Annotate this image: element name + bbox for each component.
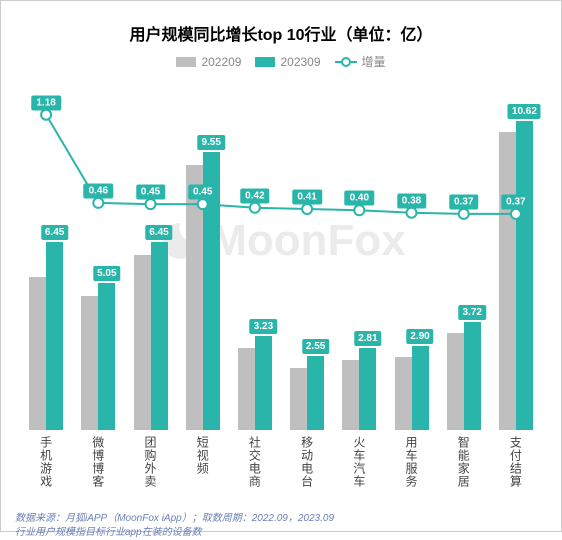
bar-value-label: 6.45 (41, 225, 68, 240)
line-value-label: 1.18 (31, 95, 60, 110)
bar-group: 3.23 (229, 336, 281, 430)
bar-value-label: 6.45 (145, 225, 172, 240)
category-axis: 手机游戏 微博博客 团购外卖 短视频 社交电商 移动电台 火车汽车 用车服务 智能家居 支付结算 (15, 430, 547, 506)
legend-label-a: 202209 (201, 55, 241, 69)
legend-swatch-a (176, 57, 196, 67)
bar-b: 3.23 (255, 336, 272, 430)
legend: 202209 202309 增量 (15, 53, 547, 70)
bar-a (395, 357, 412, 430)
bar-group: 5.05 (72, 283, 124, 430)
bar-b: 2.90 (412, 346, 429, 430)
bar-a (342, 360, 359, 430)
bar-b: 6.45 (151, 242, 168, 430)
line-value-label: 0.41 (292, 190, 321, 205)
bar-value-label: 2.55 (302, 339, 329, 354)
category-label: 移动电台 (299, 436, 316, 506)
bar-a (447, 333, 464, 430)
bar-value-label: 5.05 (93, 266, 120, 281)
category-label: 团购外卖 (142, 436, 159, 506)
bar-b: 5.05 (98, 283, 115, 430)
line-value-label: 0.42 (240, 188, 269, 203)
category-label: 智能家居 (455, 436, 472, 506)
line-value-label: 0.45 (188, 185, 217, 200)
legend-line-icon (335, 61, 357, 63)
category-label: 社交电商 (246, 436, 263, 506)
bar-a (290, 368, 307, 430)
bar-value-label: 2.81 (354, 331, 381, 346)
bar-b: 10.62 (516, 121, 533, 430)
bar-value-label: 9.55 (197, 135, 224, 150)
legend-label-b: 202309 (280, 55, 320, 69)
line-value-label: 0.38 (397, 193, 426, 208)
bar-group: 2.55 (281, 356, 333, 430)
bar-group: 6.45 (124, 242, 176, 430)
bar-a (186, 165, 203, 430)
legend-item-line: 增量 (335, 53, 386, 70)
bar-a (29, 277, 46, 430)
chart-container: 用户规模同比增长top 10行业（单位：亿） 202209 202309 增量 … (0, 0, 562, 532)
bars-area: 6.45 5.05 6.45 9.55 3.23 2.55 2.81 2.90 3.72 10.6… (15, 80, 547, 430)
bar-group: 2.90 (385, 346, 437, 430)
line-value-label: 0.46 (84, 183, 113, 198)
bar-b: 2.81 (359, 348, 376, 430)
line-value-label: 0.45 (136, 185, 165, 200)
bar-a (81, 296, 98, 430)
line-value-label: 0.37 (449, 194, 478, 209)
legend-label-line: 增量 (362, 53, 386, 70)
bar-b: 3.72 (464, 322, 481, 430)
footer-line1: 数据来源：月狐iAPP（MoonFox iApp）；取数周期：2022.09，2… (15, 512, 547, 526)
bar-value-label: 3.72 (458, 305, 485, 320)
bar-group: 10.62 (490, 121, 542, 430)
category-label: 火车汽车 (351, 436, 368, 506)
bar-group: 2.81 (333, 348, 385, 430)
category-label: 微博博客 (90, 436, 107, 506)
bar-value-label: 3.23 (250, 319, 277, 334)
chart-title: 用户规模同比增长top 10行业（单位：亿） (15, 21, 547, 45)
line-value-label: 0.40 (345, 191, 374, 206)
legend-swatch-b (255, 57, 275, 67)
bar-a (499, 132, 516, 430)
legend-item-a: 202209 (176, 55, 241, 69)
bar-a (134, 255, 151, 430)
bar-b: 2.55 (307, 356, 324, 430)
category-label: 手机游戏 (38, 436, 55, 506)
bar-b: 6.45 (46, 242, 63, 430)
line-value-label: 0.37 (501, 194, 530, 209)
category-label: 短视频 (194, 436, 211, 506)
bar-group: 3.72 (438, 322, 490, 430)
category-label: 支付结算 (507, 436, 524, 506)
legend-item-b: 202309 (255, 55, 320, 69)
bar-group: 6.45 (20, 242, 72, 430)
footer: 数据来源：月狐iAPP（MoonFox iApp）；取数周期：2022.09，2… (15, 512, 547, 540)
category-label: 用车服务 (403, 436, 420, 506)
bar-value-label: 2.90 (406, 329, 433, 344)
bar-value-label: 10.62 (508, 104, 541, 119)
bar-a (238, 348, 255, 430)
plot-area: MoonFox 6.455.056.459.553.232.552.812.90… (15, 80, 547, 430)
footer-line2: 行业用户规模指目标行业app在装的设备数 (15, 526, 547, 540)
